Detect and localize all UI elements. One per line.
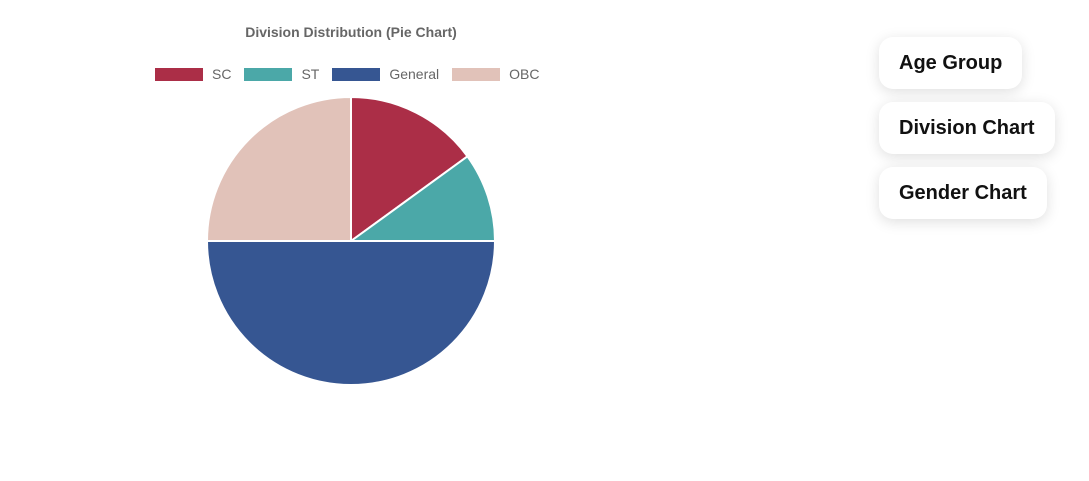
legend-swatch <box>452 67 501 81</box>
legend-label: OBC <box>509 66 540 82</box>
legend-item-st[interactable]: ST <box>244 66 319 82</box>
legend-item-general[interactable]: General <box>332 66 439 82</box>
age-group-button[interactable]: Age Group <box>879 37 1023 89</box>
pie-slice-general[interactable] <box>205 240 497 386</box>
pie-slice-sc[interactable] <box>350 95 469 243</box>
pie-slice-obc[interactable] <box>205 95 352 242</box>
legend-item-sc[interactable]: SC <box>155 66 231 82</box>
pie-chart-panel: Division Distribution (Pie Chart) SC ST Ge… <box>155 24 553 386</box>
chart-title: Division Distribution (Pie Chart) <box>245 24 457 40</box>
gender-chart-button[interactable]: Gender Chart <box>879 167 1047 219</box>
legend-swatch <box>332 67 381 81</box>
chart-selector: Age Group Division Chart Gender Chart <box>879 37 1055 219</box>
division-chart-button[interactable]: Division Chart <box>879 102 1055 154</box>
chart-legend: SC ST General OBC <box>155 66 553 82</box>
pie-slice-st[interactable] <box>347 154 497 242</box>
pie-chart <box>205 95 497 386</box>
legend-label: General <box>389 66 440 82</box>
legend-label: ST <box>301 66 320 82</box>
legend-swatch <box>155 67 203 81</box>
legend-label: SC <box>212 66 232 82</box>
legend-item-obc[interactable]: OBC <box>452 66 540 82</box>
legend-swatch <box>244 67 293 81</box>
